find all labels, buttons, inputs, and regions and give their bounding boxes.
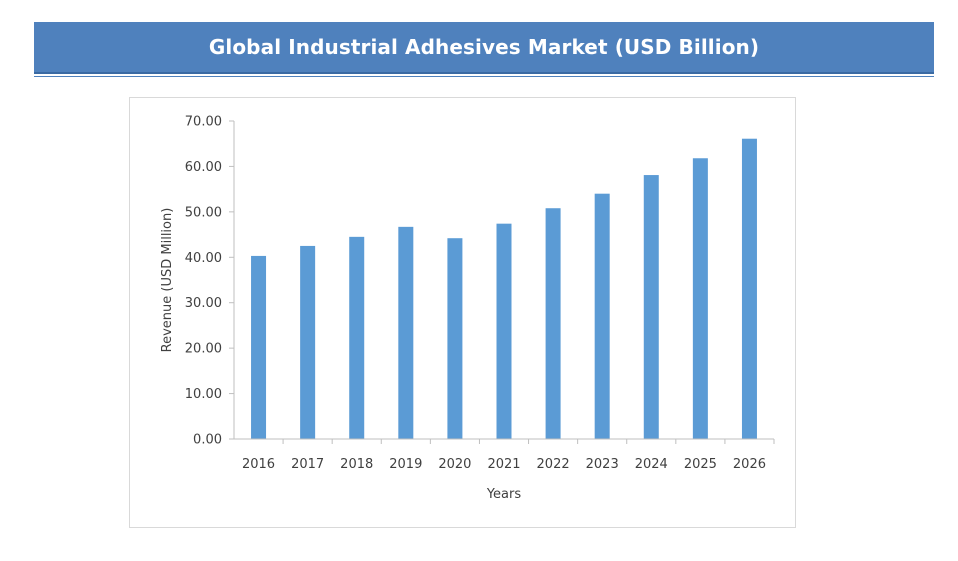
bars bbox=[251, 138, 757, 439]
x-tick-label: 2019 bbox=[389, 457, 422, 472]
x-tick-label: 2026 bbox=[733, 457, 766, 472]
x-tick-label: 2024 bbox=[635, 457, 668, 472]
bar-2023 bbox=[594, 193, 610, 439]
y-tick-label: 0.00 bbox=[193, 433, 222, 448]
y-tick-label: 20.00 bbox=[185, 342, 222, 357]
x-axis-ticks: 2016 2017 2018 2019 2020 2021 2022 2023 2024 2025… bbox=[242, 439, 775, 472]
bar-2026 bbox=[741, 138, 757, 439]
x-tick-label: 2021 bbox=[487, 457, 520, 472]
x-tick-label: 2022 bbox=[537, 457, 570, 472]
y-tick-label: 70.00 bbox=[185, 115, 222, 130]
title-banner: Global Industrial Adhesives Market (USD … bbox=[34, 22, 934, 74]
bar-2018 bbox=[349, 236, 365, 439]
x-tick-label: 2018 bbox=[340, 457, 373, 472]
y-tick-label: 50.00 bbox=[185, 205, 222, 220]
bar-2025 bbox=[692, 158, 708, 439]
x-axis-title: Years bbox=[486, 487, 522, 502]
bar-2019 bbox=[398, 226, 414, 439]
bar-2022 bbox=[545, 208, 561, 439]
y-tick-label: 30.00 bbox=[185, 296, 222, 311]
x-tick-label: 2016 bbox=[242, 457, 275, 472]
y-axis-title: Revenue (USD Million) bbox=[160, 208, 175, 353]
y-tick-label: 40.00 bbox=[185, 251, 222, 266]
bar-2024 bbox=[643, 175, 659, 439]
x-tick-label: 2020 bbox=[438, 457, 471, 472]
bar-2016 bbox=[251, 255, 267, 439]
y-axis-ticks: 0.00 10.00 20.00 30.00 40.00 50.00 60.00 70.00 bbox=[185, 115, 234, 448]
page-title: Global Industrial Adhesives Market (USD … bbox=[208, 35, 760, 59]
bar-2021 bbox=[496, 223, 512, 439]
y-tick-label: 60.00 bbox=[185, 160, 222, 175]
x-tick-label: 2017 bbox=[291, 457, 324, 472]
bar-2017 bbox=[300, 245, 316, 439]
y-tick-label: 10.00 bbox=[185, 387, 222, 402]
title-underline bbox=[34, 76, 934, 77]
x-tick-label: 2023 bbox=[586, 457, 619, 472]
x-tick-label: 2025 bbox=[684, 457, 717, 472]
chart-frame bbox=[129, 97, 796, 528]
bar-2020 bbox=[447, 238, 463, 439]
